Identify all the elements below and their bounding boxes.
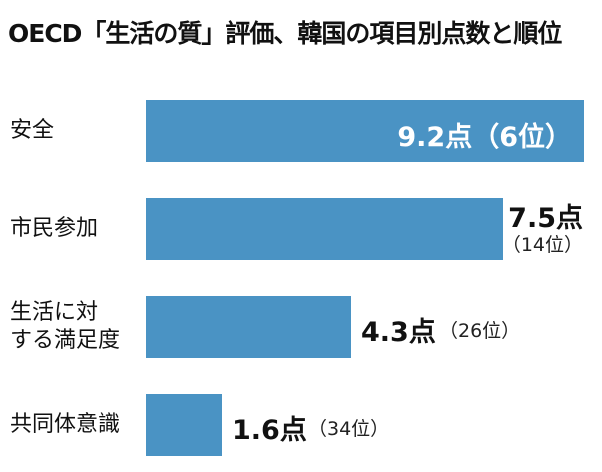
bar xyxy=(146,100,584,162)
bar xyxy=(146,296,351,358)
value-label: 1.6点 xyxy=(232,415,307,446)
value-label: 7.5点 xyxy=(508,203,583,234)
category-label: 生活に対 する満足度 xyxy=(10,300,121,353)
chart-title: OECD「生活の質」評価、韓国の項目別点数と順位 xyxy=(8,19,562,48)
rank-label: （14位） xyxy=(501,234,583,256)
value-label: 9.2点 xyxy=(397,122,473,153)
inside-label: 9.2点（6位） xyxy=(397,115,572,154)
bar xyxy=(146,394,222,456)
rank-label: （34位） xyxy=(308,418,390,440)
value-label: 4.3点 xyxy=(361,317,436,348)
rank-label: （6位） xyxy=(472,122,572,153)
category-label: 市民参加 xyxy=(10,216,99,241)
category-label: 共同体意識 xyxy=(10,412,121,437)
bar xyxy=(146,198,503,260)
category-label: 安全 xyxy=(10,118,55,143)
rank-label: （26位） xyxy=(439,320,521,342)
